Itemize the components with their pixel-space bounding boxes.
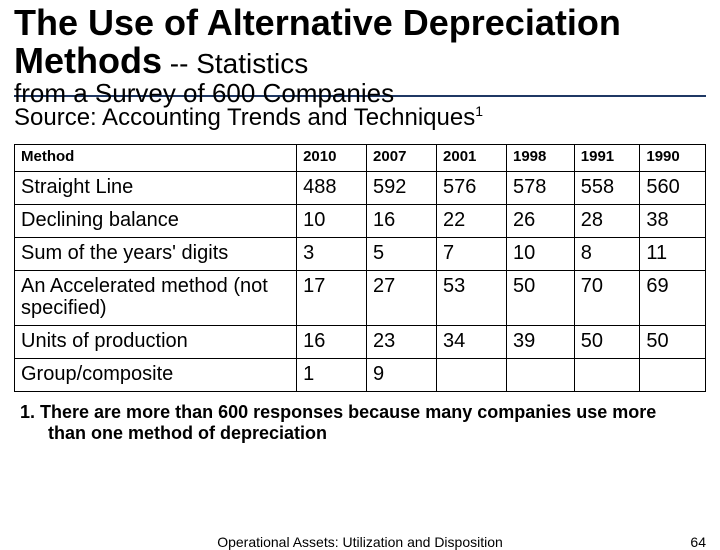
cell-value (640, 359, 706, 392)
cell-value: 10 (506, 238, 574, 271)
cell-method: Sum of the years' digits (15, 238, 297, 271)
cell-value: 5 (367, 238, 437, 271)
cell-value: 39 (506, 326, 574, 359)
cell-value: 70 (574, 271, 640, 326)
col-header-1991: 1991 (574, 144, 640, 172)
table-row: An Accelerated method (not specified) 17… (15, 271, 706, 326)
table-body: Straight Line 488 592 576 578 558 560 De… (15, 172, 706, 392)
cell-value (574, 359, 640, 392)
table-header-row: Method 2010 2007 2001 1998 1991 1990 (15, 144, 706, 172)
cell-value: 576 (437, 172, 507, 205)
cell-value: 23 (367, 326, 437, 359)
cell-value: 50 (574, 326, 640, 359)
cell-value: 1 (297, 359, 367, 392)
cell-value: 27 (367, 271, 437, 326)
cell-value: 10 (297, 205, 367, 238)
cell-method: Declining balance (15, 205, 297, 238)
cell-value: 22 (437, 205, 507, 238)
cell-value: 17 (297, 271, 367, 326)
footer-center: Operational Assets: Utilization and Disp… (217, 534, 503, 550)
table-row: Declining balance 10 16 22 26 28 38 (15, 205, 706, 238)
source-line: Source: Accounting Trends and Techniques… (14, 103, 706, 132)
table-row: Group/composite 1 9 (15, 359, 706, 392)
cell-value: 53 (437, 271, 507, 326)
cell-value: 3 (297, 238, 367, 271)
cell-method: Straight Line (15, 172, 297, 205)
title-suffix: -- Statistics (162, 48, 308, 79)
col-header-method: Method (15, 144, 297, 172)
cell-value: 578 (506, 172, 574, 205)
title-main: The Use of Alternative Depreciation Meth… (14, 2, 621, 81)
cell-value: 16 (297, 326, 367, 359)
table-row: Units of production 16 23 34 39 50 50 (15, 326, 706, 359)
source-text: Source: Accounting Trends and Techniques (14, 104, 475, 131)
table-row: Sum of the years' digits 3 5 7 10 8 11 (15, 238, 706, 271)
cell-value: 7 (437, 238, 507, 271)
footnote: 1. There are more than 600 responses bec… (14, 402, 706, 443)
cell-value: 11 (640, 238, 706, 271)
table-row: Straight Line 488 592 576 578 558 560 (15, 172, 706, 205)
cell-value: 592 (367, 172, 437, 205)
footnote-line1: 1. There are more than 600 responses bec… (20, 402, 706, 423)
cell-value: 488 (297, 172, 367, 205)
cell-value: 9 (367, 359, 437, 392)
cell-value: 16 (367, 205, 437, 238)
cell-method: An Accelerated method (not specified) (15, 271, 297, 326)
col-header-1990: 1990 (640, 144, 706, 172)
cell-value: 560 (640, 172, 706, 205)
col-header-1998: 1998 (506, 144, 574, 172)
col-header-2007: 2007 (367, 144, 437, 172)
cell-value: 50 (506, 271, 574, 326)
footnote-line2: than one method of depreciation (20, 423, 706, 444)
source-sup: 1 (475, 103, 483, 119)
cell-value: 69 (640, 271, 706, 326)
cell-value: 26 (506, 205, 574, 238)
slide: The Use of Alternative Depreciation Meth… (0, 0, 720, 540)
cell-value: 38 (640, 205, 706, 238)
data-table: Method 2010 2007 2001 1998 1991 1990 Str… (14, 144, 706, 393)
cell-value (506, 359, 574, 392)
cell-method: Units of production (15, 326, 297, 359)
cell-value: 558 (574, 172, 640, 205)
cell-value: 8 (574, 238, 640, 271)
page-number: 64 (690, 534, 706, 550)
cell-value: 28 (574, 205, 640, 238)
title-block: The Use of Alternative Depreciation Meth… (14, 4, 706, 80)
cell-value: 50 (640, 326, 706, 359)
col-header-2010: 2010 (297, 144, 367, 172)
cell-method: Group/composite (15, 359, 297, 392)
col-header-2001: 2001 (437, 144, 507, 172)
cell-value: 34 (437, 326, 507, 359)
cell-value (437, 359, 507, 392)
